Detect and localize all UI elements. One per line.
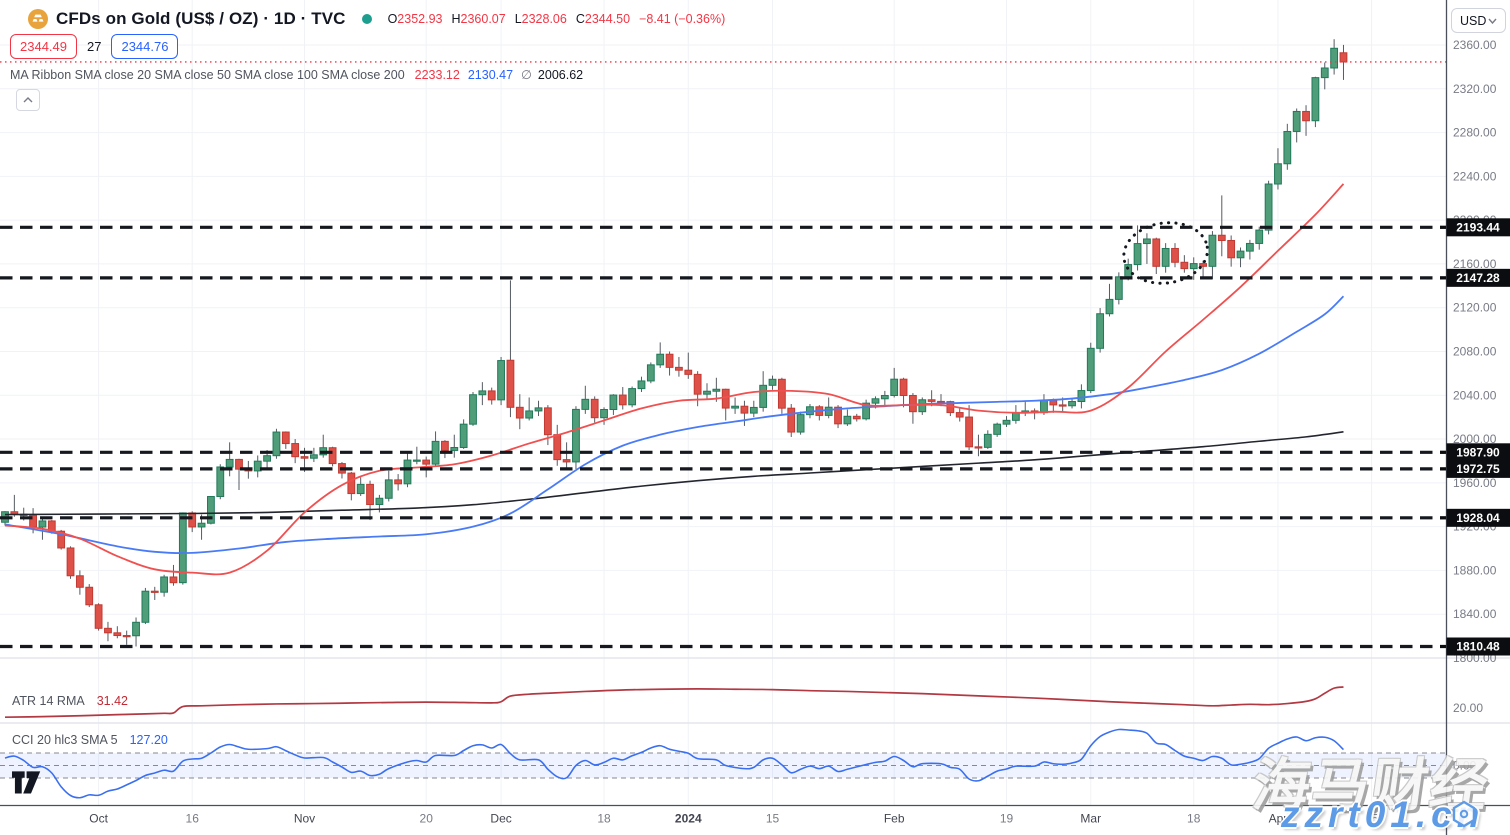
buy-button[interactable]: 2344.76	[111, 34, 179, 59]
svg-text:2320.00: 2320.00	[1453, 82, 1497, 96]
candlestick-series	[1, 39, 1348, 647]
time-tick: 15	[766, 812, 780, 826]
price-axis[interactable]: 2360.002320.002280.002240.002200.002160.…	[1440, 38, 1510, 773]
open-value: 2352.93	[397, 12, 443, 26]
time-tick: 18	[597, 812, 611, 826]
svg-text:1960.00: 1960.00	[1453, 476, 1497, 490]
svg-text:1987.90: 1987.90	[1456, 446, 1500, 460]
svg-text:2080.00: 2080.00	[1453, 344, 1497, 358]
open-label: O	[387, 12, 398, 26]
gold-coin-icon	[28, 9, 48, 29]
ma-ribbon-legend[interactable]: MA Ribbon SMA close 20 SMA close 50 SMA …	[10, 67, 584, 83]
cci-line	[4, 728, 1345, 799]
price-level-label: 1928.04	[1446, 508, 1510, 527]
svg-text:2120.00: 2120.00	[1453, 301, 1497, 315]
atr-value: 31.42	[96, 694, 128, 708]
price-level-label: 1810.48	[1446, 637, 1510, 656]
ma-average-symbol: ∅	[521, 68, 532, 82]
atr-legend[interactable]: ATR 14 RMA 31.42	[12, 694, 128, 708]
time-tick: Mar	[1080, 812, 1101, 826]
low-label: L	[514, 12, 522, 26]
close-label: C	[575, 12, 585, 26]
tradingview-logo[interactable]	[12, 770, 48, 796]
cci-value: 127.20	[129, 733, 168, 747]
currency-selector[interactable]: USD	[1451, 8, 1506, 33]
time-tick: Feb	[884, 812, 905, 826]
svg-text:2360.00: 2360.00	[1453, 38, 1497, 52]
price-level-label: 2193.44	[1446, 218, 1510, 237]
chevron-up-icon	[23, 97, 33, 103]
svg-text:2280.00: 2280.00	[1453, 126, 1497, 140]
price-level-lines[interactable]	[0, 61, 1446, 649]
svg-text:2193.44: 2193.44	[1456, 221, 1500, 235]
time-tick: Apr	[1269, 812, 1288, 826]
time-tick: 20	[420, 812, 434, 826]
chevron-down-icon	[1488, 18, 1497, 24]
close-value: 2344.50	[584, 12, 631, 26]
svg-text:20.00: 20.00	[1453, 701, 1483, 715]
ma50-value: 2130.47	[467, 67, 514, 82]
symbol-header: CFDs on Gold (US$ / OZ) · 1D · TVC O2352…	[28, 9, 734, 29]
sell-button[interactable]: 2344.49	[10, 34, 77, 59]
time-tick: 16	[186, 812, 200, 826]
cci-legend[interactable]: CCI 20 hlc3 SMA 5 127.20	[12, 733, 168, 747]
svg-text:1810.48: 1810.48	[1456, 640, 1500, 654]
price-level-label: 1972.75	[1446, 459, 1510, 478]
time-tick: 15	[1365, 812, 1379, 826]
svg-text:2000.00: 2000.00	[1453, 432, 1497, 446]
time-tick: Oct	[89, 812, 108, 826]
svg-text:2147.28: 2147.28	[1456, 271, 1500, 285]
symbol-title[interactable]: CFDs on Gold (US$ / OZ) · 1D · TVC	[56, 9, 346, 28]
time-tick: 19	[1000, 812, 1014, 826]
time-tick: Nov	[294, 812, 315, 826]
high-label: H	[451, 12, 461, 26]
cci-name: CCI 20 hlc3 SMA 5	[12, 733, 118, 747]
svg-text:2160.00: 2160.00	[1453, 257, 1497, 271]
sma50-line	[4, 295, 1345, 555]
time-tick: 18	[1187, 812, 1201, 826]
svg-text:1972.75: 1972.75	[1456, 462, 1500, 476]
svg-text:2240.00: 2240.00	[1453, 169, 1497, 183]
svg-text:1928.04: 1928.04	[1456, 511, 1500, 525]
collapse-button[interactable]	[16, 89, 40, 111]
ma-ribbon-label: MA Ribbon SMA close 20 SMA close 50 SMA …	[10, 67, 405, 82]
ma-ribbon-lines	[4, 183, 1345, 576]
ma20-value: 2233.12	[414, 67, 460, 82]
time-tick: 2024	[675, 812, 702, 826]
svg-text:1880.00: 1880.00	[1453, 563, 1497, 577]
atr-line	[4, 686, 1344, 719]
quote-row: 2344.49 27 2344.76	[10, 34, 179, 59]
price-level-label: 1987.90	[1446, 443, 1510, 462]
change-value: −8.41 (−0.36%)	[639, 12, 726, 26]
spread-value: 27	[87, 39, 102, 54]
high-value: 2360.07	[460, 12, 506, 26]
cci-bands	[0, 752, 1446, 779]
low-value: 2328.06	[521, 12, 567, 26]
atr-name: ATR 14 RMA	[12, 694, 85, 708]
time-axis[interactable]: Oct 16 Nov 20 Dec 18 2024 15 Feb 19 Mar 18 Apr 15	[89, 812, 1378, 826]
sma20-line	[4, 183, 1345, 576]
svg-text:2040.00: 2040.00	[1453, 388, 1497, 402]
time-tick: Dec	[490, 812, 511, 826]
svg-text:1840.00: 1840.00	[1453, 607, 1497, 621]
ma200-value: 2006.62	[537, 67, 584, 82]
sma200-line	[4, 431, 1344, 516]
ohlc-readout: O2352.93 H2360.07 L2328.06 C2344.50 −8.4…	[388, 12, 735, 26]
currency-label: USD	[1460, 13, 1487, 28]
price-level-label: 2147.28	[1446, 268, 1510, 287]
market-status-icon	[361, 14, 372, 24]
svg-text:0.00: 0.00	[1453, 759, 1477, 773]
annotation-ellipse[interactable]	[1120, 217, 1212, 288]
